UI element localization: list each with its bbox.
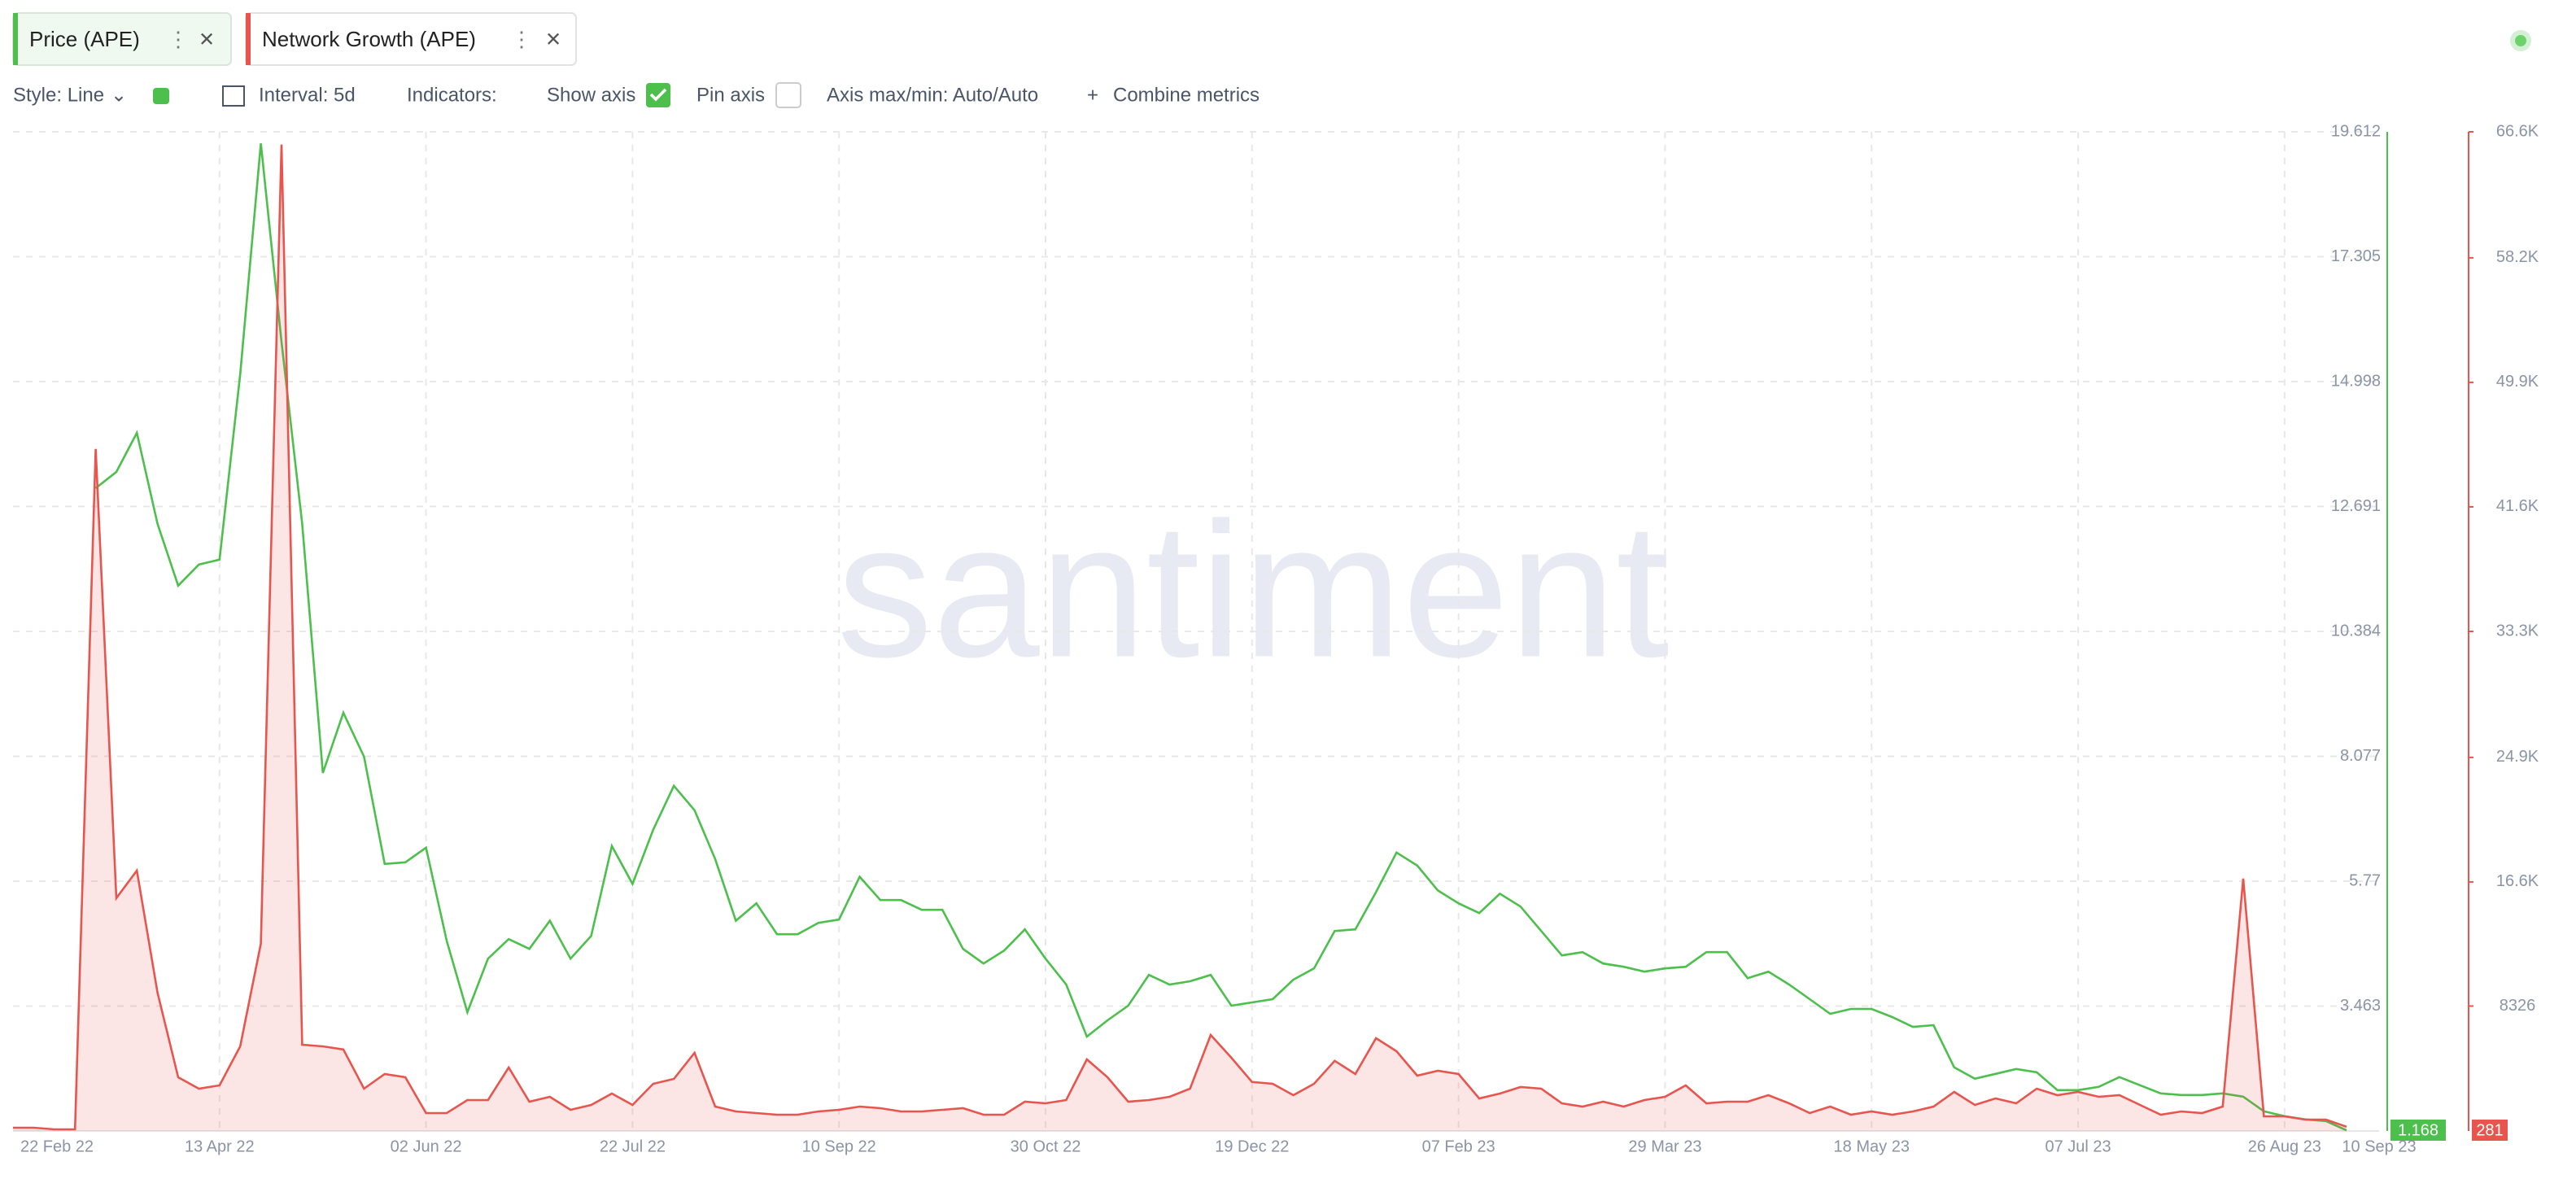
line — [94, 143, 2347, 1132]
tab-close[interactable]: ✕ — [199, 28, 215, 50]
y-tick-label: 5.77 — [2349, 871, 2381, 889]
x-tick-label: 10 Sep 23 — [2342, 1137, 2416, 1155]
y2-tick-label: 58.2K — [2496, 248, 2539, 266]
y-tick-label: 17.305 — [2331, 247, 2381, 265]
y-tick-label: 8.077 — [2340, 747, 2381, 765]
area — [13, 144, 2347, 1132]
y2-tick-label: 8326 — [2500, 997, 2536, 1015]
x-tick-label: 29 Mar 23 — [1628, 1137, 1701, 1155]
x-tick-label: 18 May 23 — [1834, 1137, 1910, 1155]
x-tick-label: 13 Apr 22 — [185, 1137, 255, 1155]
pin-axis-label: Pin axis — [696, 84, 765, 106]
show-axis-label: Show axis — [547, 84, 635, 106]
x-tick-label: 19 Dec 22 — [1215, 1137, 1289, 1155]
color-picker[interactable] — [153, 88, 169, 104]
axis-minmax-select[interactable]: Axis max/min: Auto/Auto — [827, 84, 1038, 106]
tab-color — [13, 13, 18, 65]
metric-tab[interactable]: Network Growth (APE) ⋮ ✕ — [245, 12, 577, 66]
y2-tick-label: 16.6K — [2496, 872, 2539, 890]
x-tick-label: 22 Jul 22 — [600, 1137, 666, 1155]
last-value-box — [2472, 1120, 2508, 1141]
tab-menu[interactable]: ⋮ — [168, 27, 189, 51]
x-tick-label: 02 Jun 22 — [391, 1137, 462, 1155]
status-dot — [2510, 30, 2531, 51]
y-tick-label: 19.612 — [2331, 122, 2381, 140]
x-tick-label: 22 Feb 22 — [20, 1137, 94, 1155]
metric-tab[interactable]: Price (APE) ⋮ ✕ — [12, 12, 232, 66]
y2-tick-label: 41.6K — [2496, 497, 2539, 515]
watermark: santiment — [836, 482, 1669, 697]
y-tick-label: 3.463 — [2340, 997, 2381, 1015]
tab-menu[interactable]: ⋮ — [511, 27, 532, 51]
indicators-select[interactable]: Indicators: — [407, 84, 497, 106]
plus-icon: + — [1087, 84, 1098, 106]
y2-tick-label: 24.9K — [2496, 748, 2539, 766]
interval-icon — [222, 85, 245, 107]
last-value-label: 1.168 — [2398, 1121, 2438, 1139]
x-tick-label: 07 Jul 23 — [2045, 1137, 2111, 1155]
x-tick-label: 26 Aug 23 — [2248, 1137, 2321, 1155]
x-tick-label: 30 Oct 22 — [1011, 1137, 1081, 1155]
toolbar: Style: Line ⌄ Interval: 5d Indicators: S… — [13, 82, 1260, 108]
tab-close[interactable]: ✕ — [545, 28, 561, 50]
tab-color — [246, 13, 251, 65]
y-tick-label: 10.384 — [2331, 622, 2381, 640]
y-tick-label: 12.691 — [2331, 497, 2381, 515]
x-tick-label: 10 Sep 22 — [802, 1137, 876, 1155]
y-tick-label: 14.998 — [2331, 372, 2381, 390]
checkmark — [649, 88, 667, 102]
chevron: ⌄ — [111, 84, 127, 106]
y2-tick-label: 49.9K — [2496, 373, 2539, 391]
combine-metrics[interactable]: Combine metrics — [1113, 84, 1260, 106]
style-select[interactable]: Style: Line — [13, 84, 104, 106]
last-value-box — [2390, 1120, 2446, 1141]
x-tick-label: 07 Feb 23 — [1422, 1137, 1495, 1155]
last-value-label: 281 — [2476, 1121, 2503, 1139]
line — [13, 144, 2347, 1131]
y2-tick-label: 66.6K — [2496, 122, 2539, 140]
y2-tick-label: 33.3K — [2496, 622, 2539, 640]
pin-axis-checkbox[interactable] — [775, 82, 801, 108]
tab-label: Price (APE) — [29, 27, 140, 51]
interval-select[interactable]: Interval: 5d — [259, 84, 356, 106]
tab-label: Network Growth (APE) — [262, 27, 476, 51]
